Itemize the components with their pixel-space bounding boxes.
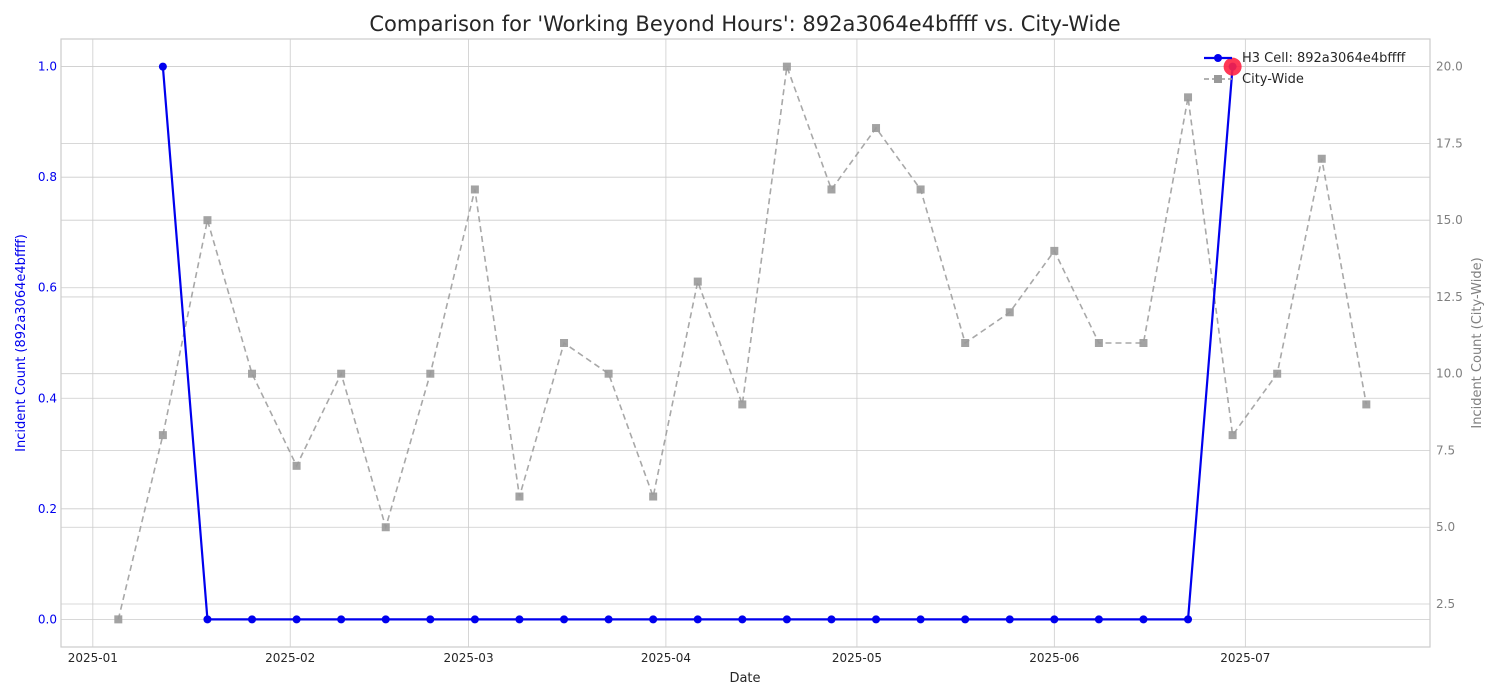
y-right-tick-label: 17.5 [1436,136,1463,150]
legend-marker-city-wide [1214,75,1222,83]
y-right-tick-label: 2.5 [1436,597,1455,611]
city-wide-point [1005,308,1014,317]
h3-cell-point [961,615,970,624]
h3-cell-point [470,615,479,624]
city-wide-point [1273,369,1282,378]
city-wide-point [1094,339,1103,347]
x-tick-label: 2025-01 [68,651,118,665]
h3-cell-point [738,615,747,624]
y-left-tick-label: 0.6 [38,281,57,295]
y-left-tick-label: 0.4 [38,391,57,405]
city-wide-point [782,62,791,71]
legend: H3 Cell: 892a3064e4bffff City-Wide [1204,51,1406,87]
x-tick-label: 2025-07 [1220,651,1270,665]
city-wide-point [693,277,702,286]
x-tick-label: 2025-06 [1029,651,1079,665]
h3-cell-point [158,62,167,71]
y-axis-left-label: Incident Count (892a3064e4bffff) [14,234,29,452]
h3-cell-point [337,615,346,624]
city-wide-point [248,369,257,378]
x-tick-label: 2025-02 [265,651,315,665]
chart-title: Comparison for 'Working Beyond Hours': 8… [369,12,1120,36]
city-wide-point [872,124,881,133]
city-wide-point [292,461,301,470]
y-right-tick-label: 5.0 [1436,520,1455,534]
h3-cell-point [872,615,881,624]
y-left-tick-label: 0.0 [38,612,57,626]
city-wide-point [114,615,123,624]
x-tick-label: 2025-03 [443,651,493,665]
city-wide-point [738,400,747,409]
y-axis-right-label: Incident Count (City-Wide) [1470,257,1485,428]
city-wide-point [203,216,212,225]
city-wide-point [827,185,836,194]
h3-cell-point [1050,615,1059,624]
legend-label-h3-cell: H3 Cell: 892a3064e4bffff [1242,51,1406,66]
plot-frame [60,38,1431,648]
city-wide-point [381,523,390,532]
y-right-tick-label: 12.5 [1436,290,1463,304]
y-right-tick-label: 10.0 [1436,367,1463,381]
legend-marker-h3-cell [1214,54,1222,62]
city-wide-point [560,339,569,347]
h3-cell-point [1139,615,1148,624]
y-left-tick-label: 0.8 [38,170,57,184]
h3-cell-point [782,615,791,624]
city-wide-point [337,369,346,378]
y-right-tick-label: 7.5 [1436,443,1455,457]
legend-label-city-wide: City-Wide [1242,72,1304,87]
city-wide-point [1184,93,1193,102]
h3-cell-point [916,615,925,624]
series-layer [114,57,1371,624]
y-right-tick-label: 20.0 [1436,60,1463,74]
h3-cell-point [827,615,836,624]
city-wide-series-line [117,66,1368,620]
city-wide-point [426,369,435,378]
city-wide-point [1139,339,1148,347]
city-wide-point [515,492,524,501]
h3-cell-point [560,615,569,624]
h3-cell-point [1005,615,1014,624]
h3-cell-point [381,615,390,624]
h3-cell-point [248,615,257,624]
h3-cell-point [649,615,658,624]
city-wide-point [1362,400,1371,409]
city-wide-point [649,492,658,501]
city-wide-point [1228,431,1237,440]
city-wide-point [961,339,970,347]
h3-cell-point [426,615,435,624]
ticks-layer: 2025-01 2025-02 2025-03 2025-04 2025-05 2025-… [38,60,1463,665]
y-left-tick-label: 1.0 [38,60,57,74]
x-tick-label: 2025-05 [832,651,882,665]
highlight-point [1223,57,1242,76]
h3-cell-point [203,615,212,624]
x-axis-label: Date [729,671,760,686]
y-left-tick-label: 0.2 [38,502,57,516]
city-wide-point [158,431,167,440]
city-wide-point [470,185,479,194]
h3-cell-point [604,615,613,624]
y-right-tick-label: 15.0 [1436,213,1463,227]
h3-cell-point [1184,615,1193,624]
city-wide-point [1050,246,1059,255]
h3-cell-point [1094,615,1103,624]
city-wide-point [916,185,925,194]
h3-cell-point [515,615,524,624]
h3-cell-point [693,615,702,624]
city-wide-point [1317,154,1326,163]
city-wide-point [604,369,613,378]
h3-cell-point [292,615,301,624]
x-tick-label: 2025-04 [641,651,691,665]
